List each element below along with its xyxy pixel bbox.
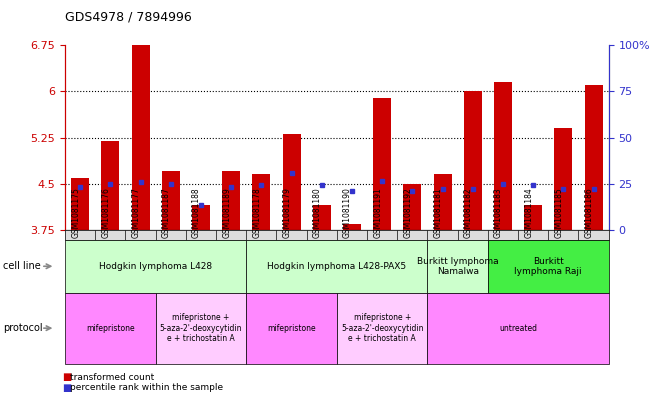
- Bar: [343, 224, 361, 230]
- Bar: [585, 85, 603, 230]
- Text: GSM1081182: GSM1081182: [464, 187, 473, 238]
- Text: GSM1081184: GSM1081184: [524, 187, 533, 238]
- Bar: [524, 205, 542, 230]
- Bar: [494, 82, 512, 230]
- Text: cell line: cell line: [3, 261, 41, 271]
- Text: GSM1081177: GSM1081177: [132, 187, 141, 238]
- Text: GSM1081189: GSM1081189: [222, 187, 231, 238]
- Bar: [102, 141, 120, 230]
- Text: GSM1081181: GSM1081181: [434, 187, 443, 238]
- Text: ■: ■: [62, 383, 71, 393]
- Bar: [312, 205, 331, 230]
- Bar: [253, 174, 270, 230]
- Text: transformed count: transformed count: [70, 373, 154, 382]
- Text: GSM1081179: GSM1081179: [283, 187, 292, 238]
- Text: GSM1081188: GSM1081188: [192, 187, 201, 238]
- Text: Hodgkin lymphoma L428: Hodgkin lymphoma L428: [99, 262, 212, 271]
- Text: GSM1081187: GSM1081187: [162, 187, 171, 238]
- Bar: [464, 91, 482, 230]
- Text: mifepristone +
5-aza-2'-deoxycytidin
e + trichostatin A: mifepristone + 5-aza-2'-deoxycytidin e +…: [341, 313, 423, 343]
- Text: GSM1081176: GSM1081176: [102, 187, 111, 238]
- Bar: [434, 174, 452, 230]
- Text: protocol: protocol: [3, 323, 43, 333]
- Text: GDS4978 / 7894996: GDS4978 / 7894996: [65, 11, 192, 24]
- Text: GSM1081180: GSM1081180: [312, 187, 322, 238]
- Text: mifepristone: mifepristone: [268, 324, 316, 332]
- Text: GSM1081186: GSM1081186: [585, 187, 594, 238]
- Text: GSM1081190: GSM1081190: [343, 187, 352, 238]
- Text: GSM1081185: GSM1081185: [555, 187, 563, 238]
- Text: GSM1081178: GSM1081178: [253, 187, 262, 238]
- Bar: [283, 134, 301, 230]
- Text: GSM1081183: GSM1081183: [494, 187, 503, 238]
- Bar: [555, 128, 572, 230]
- Bar: [192, 205, 210, 230]
- Text: mifepristone: mifepristone: [86, 324, 135, 332]
- Text: percentile rank within the sample: percentile rank within the sample: [70, 384, 223, 392]
- Bar: [71, 178, 89, 230]
- Bar: [404, 184, 421, 230]
- Text: Hodgkin lymphoma L428-PAX5: Hodgkin lymphoma L428-PAX5: [268, 262, 406, 271]
- Text: GSM1081192: GSM1081192: [404, 187, 412, 238]
- Text: GSM1081175: GSM1081175: [71, 187, 80, 238]
- Text: mifepristone +
5-aza-2'-deoxycytidin
e + trichostatin A: mifepristone + 5-aza-2'-deoxycytidin e +…: [159, 313, 242, 343]
- Bar: [132, 45, 150, 230]
- Text: ■: ■: [62, 372, 71, 382]
- Text: GSM1081191: GSM1081191: [373, 187, 382, 238]
- Bar: [373, 97, 391, 230]
- Bar: [161, 171, 180, 230]
- Text: Burkitt lymphoma
Namalwa: Burkitt lymphoma Namalwa: [417, 257, 499, 276]
- Text: untreated: untreated: [499, 324, 537, 332]
- Text: Burkitt
lymphoma Raji: Burkitt lymphoma Raji: [514, 257, 582, 276]
- Bar: [222, 171, 240, 230]
